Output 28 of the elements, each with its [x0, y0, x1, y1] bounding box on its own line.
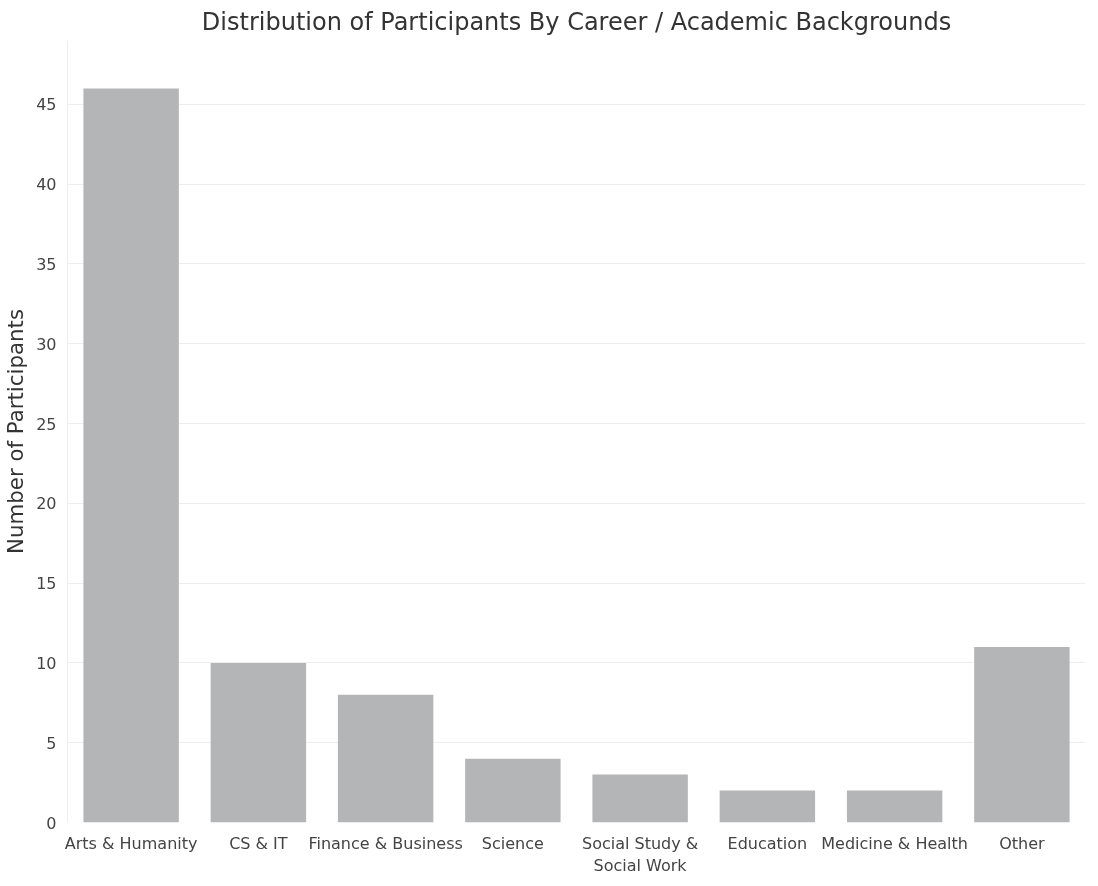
bar	[83, 88, 179, 823]
y-tick-label: 0	[46, 813, 57, 833]
y-tick-label: 40	[36, 175, 57, 195]
bar	[465, 758, 561, 823]
x-tick-label: Other	[999, 833, 1046, 853]
chart-title: Distribution of Participants By Career / Academic Backgrounds	[201, 7, 952, 36]
x-tick-label: Arts & Humanity	[64, 833, 198, 853]
x-tick-label: Social Study & Social Work	[581, 833, 699, 876]
x-tick-label: CS & IT	[229, 833, 288, 853]
y-tick-label: 5	[46, 733, 57, 753]
y-tick-label: 20	[36, 494, 57, 514]
y-tick-label: 35	[36, 254, 57, 274]
x-tick-label: Education	[727, 833, 808, 853]
x-tick-label: Finance & Business	[308, 833, 463, 853]
x-tick-label: Science	[481, 833, 544, 853]
x-tick-label: Medicine & Health	[821, 833, 968, 853]
y-axis-title: Number of Participants	[3, 308, 29, 555]
y-tick-label: 25	[36, 414, 57, 434]
bar	[592, 774, 688, 823]
y-tick-label: 45	[36, 95, 57, 115]
y-tick-label: 10	[36, 653, 57, 673]
y-tick-label: 15	[36, 574, 57, 594]
bar	[210, 662, 307, 823]
bar	[719, 790, 816, 823]
y-tick-label: 30	[36, 334, 57, 354]
bar	[846, 790, 943, 823]
bar	[974, 646, 1070, 823]
bar	[337, 694, 434, 823]
